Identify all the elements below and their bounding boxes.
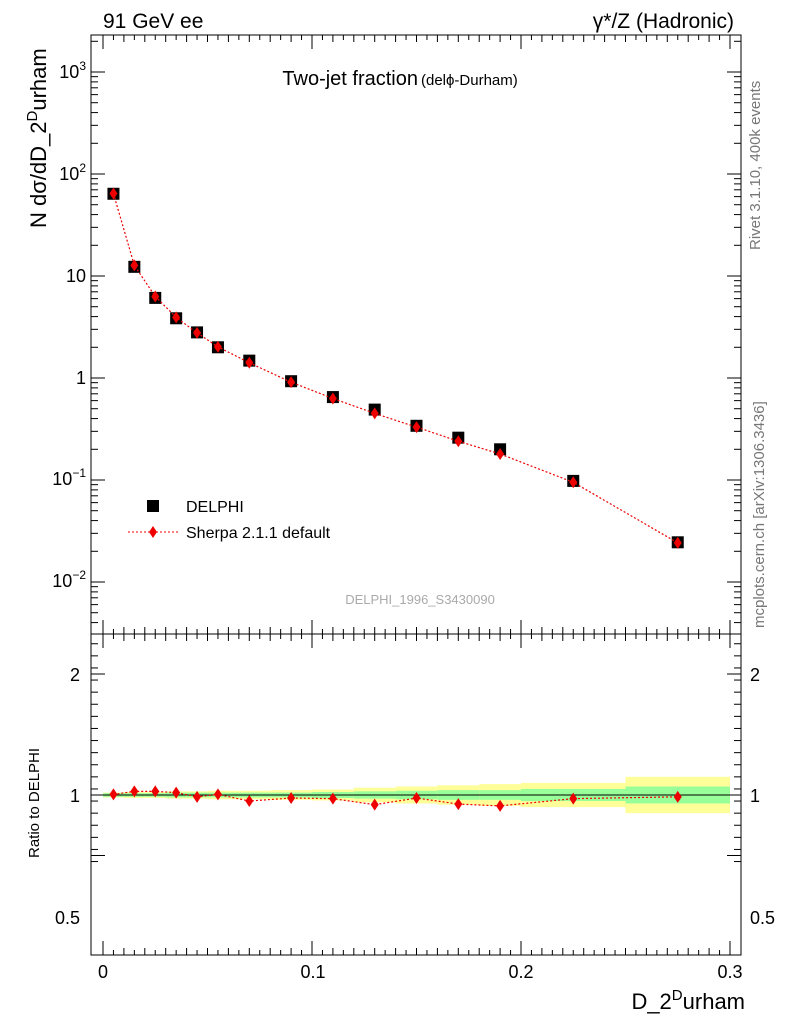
sherpa-line	[112, 193, 679, 544]
y-tick-label-100: 102	[59, 161, 86, 184]
sherpa-ratio-point	[370, 798, 379, 811]
sherpa-ratio-point	[172, 786, 181, 799]
sherpa-ratio-point	[245, 795, 254, 808]
ratio-ticks	[91, 634, 741, 955]
analysis-id-label: DELPHI_1996_S3430090	[345, 592, 495, 607]
process-label: γ*/Z (Hadronic)	[593, 10, 734, 33]
ratio-tick-label-right-2: 2	[750, 665, 760, 685]
sherpa-ratio-point	[328, 792, 337, 805]
sherpa-data-point	[370, 407, 379, 420]
legend-mc-label: Sherpa 2.1.1 default	[186, 525, 331, 542]
y-tick-label-0.1: 10−1	[52, 466, 86, 489]
sherpa-data-point	[172, 311, 181, 324]
sherpa-data-point	[213, 340, 222, 353]
sherpa-ratio-point	[454, 798, 463, 811]
x-axis-label: D_2Durham	[631, 987, 745, 1014]
ratio-y-axis-label: Ratio to DELPHI	[26, 748, 43, 858]
sherpa-data-point	[287, 376, 296, 389]
ratio-tick-label-left-1: 1	[70, 786, 80, 806]
sherpa-data-point	[569, 476, 578, 489]
legend-data-label: DELPHI	[186, 499, 244, 516]
y-tick-label-10: 10	[66, 266, 86, 286]
y-tick-label-0.01: 10−2	[52, 568, 86, 591]
sherpa-ratio-point	[193, 790, 202, 803]
sherpa-ratio-point	[130, 785, 139, 798]
main-y-tick-labels: 103 102 10 1 10−1 10−2	[52, 59, 86, 591]
y-tick-label-1000: 103	[59, 59, 86, 82]
x-tick-label-0: 0	[98, 962, 108, 982]
sherpa-data-point	[412, 421, 421, 434]
sherpa-ratio-point	[109, 788, 118, 801]
sherpa-data-point	[496, 447, 505, 460]
chart-title: Two-jet fraction	[282, 68, 418, 90]
ratio-panel: 2 1 0.5 2 1 0.5	[55, 633, 775, 956]
sherpa-ratio-line	[113, 790, 678, 807]
x-tick-label-0.1: 0.1	[300, 962, 325, 982]
ratio-data-layer	[109, 785, 682, 812]
main-frame	[90, 34, 742, 635]
y-tick-label-1: 1	[76, 368, 86, 388]
main-panel: 103 102 10 1 10−1 10−2 Two-jet fraction …	[52, 34, 742, 635]
main-y-axis-label: N dσ/dD_2Durham	[24, 48, 51, 228]
sherpa-ratio-point	[151, 785, 160, 798]
sherpa-ratio-point	[213, 788, 222, 801]
ratio-tick-label-right-0.5: 0.5	[750, 908, 775, 928]
energy-label: 91 GeV ee	[103, 10, 203, 33]
sherpa-data-point	[151, 290, 160, 303]
ratio-tick-label-left-2: 2	[70, 665, 80, 685]
sherpa-ratio-point	[496, 799, 505, 812]
sherpa-data-point	[130, 259, 139, 272]
x-tick-labels: 0 0.1 0.2 0.3	[98, 962, 743, 982]
ratio-tick-label-left-0.5: 0.5	[55, 908, 80, 928]
sherpa-ratio-point	[673, 790, 682, 803]
rivet-version-label: Rivet 3.1.10, 400k events	[747, 81, 764, 250]
main-ticks	[91, 35, 741, 634]
legend: DELPHI Sherpa 2.1.1 default	[128, 499, 331, 542]
chart-title-sub: (delϕ-Durham)	[421, 72, 518, 89]
sherpa-data-point	[454, 435, 463, 448]
ratio-tick-label-right-1: 1	[750, 786, 760, 806]
legend-mc-marker	[149, 526, 157, 538]
sherpa-data-point	[673, 536, 682, 549]
main-data-layer	[107, 187, 684, 549]
sherpa-ratio-point	[412, 792, 421, 805]
sherpa-data-point	[109, 187, 118, 200]
sherpa-ratio-point	[287, 792, 296, 805]
sherpa-data-point	[328, 392, 337, 405]
sherpa-ratio-point	[569, 792, 578, 805]
sherpa-data-point	[245, 356, 254, 369]
mcplots-label: mcplots.cern.ch [arXiv:1306.3436]	[751, 401, 768, 628]
legend-data-marker	[147, 500, 159, 512]
x-tick-label-0.3: 0.3	[717, 962, 742, 982]
x-tick-label-0.2: 0.2	[508, 962, 533, 982]
sherpa-data-point	[193, 326, 202, 339]
